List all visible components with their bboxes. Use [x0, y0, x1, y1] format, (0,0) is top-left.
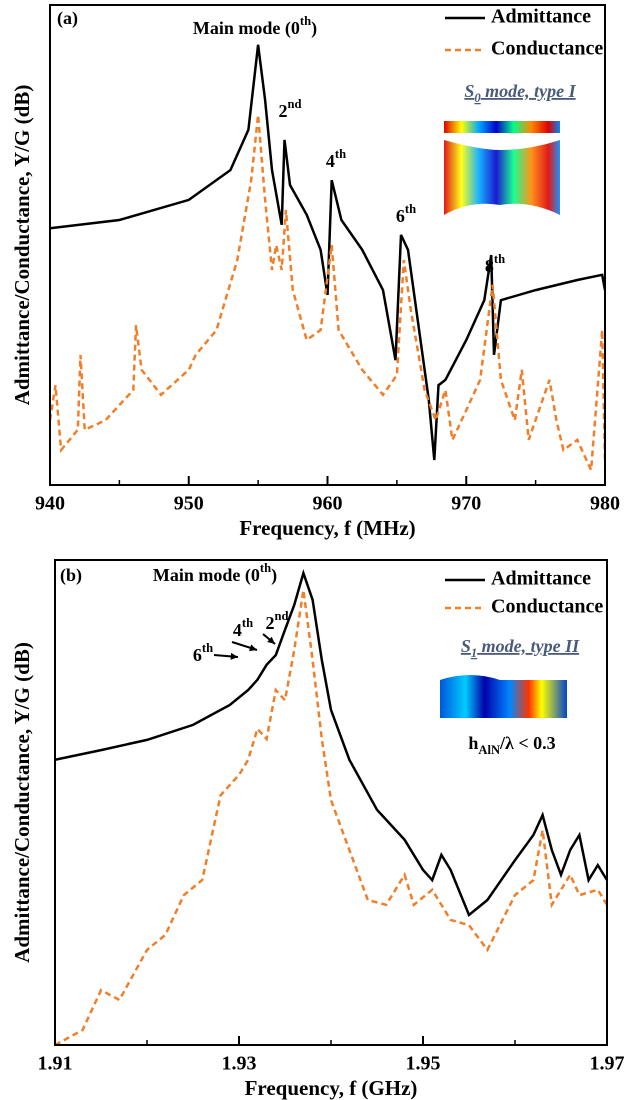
superscript: nd — [287, 97, 301, 111]
annotation: S0 mode, type I — [464, 81, 576, 105]
annotation: 8th — [485, 252, 505, 276]
superscript: th — [202, 641, 213, 655]
superscript: th — [300, 14, 311, 28]
annotation: 2nd — [278, 97, 301, 121]
annotation-text: mode, type II — [477, 636, 580, 656]
superscript: th — [494, 252, 505, 266]
series-line — [55, 589, 607, 1045]
x-tick-label: 1.91 — [38, 1053, 73, 1075]
x-tick-label: 940 — [35, 493, 65, 515]
x-tick-label: 970 — [451, 493, 481, 515]
series-line — [50, 114, 605, 476]
superscript: th — [260, 561, 271, 575]
annotation-text: mode, type I — [481, 81, 577, 101]
x-axis-label: Frequency, f (MHz) — [239, 516, 415, 540]
annotation-text: 6 — [396, 206, 405, 226]
subscript: AlN — [478, 743, 500, 757]
annotation-text: 8 — [485, 256, 494, 276]
x-tick-label: 1.93 — [222, 1053, 257, 1075]
annotation: Main mode (0th) — [193, 14, 317, 39]
x-tick-label: 1.95 — [406, 1053, 441, 1075]
inset-b — [440, 675, 567, 718]
annotation: hAlN/λ < 0.3 — [468, 733, 555, 757]
x-tick-label: 950 — [174, 493, 204, 515]
annotation: 4th — [326, 147, 346, 171]
plot-frame — [49, 4, 606, 486]
inset-a — [444, 121, 560, 215]
annotation: 6th — [193, 641, 213, 665]
legend-label: Conductance — [491, 596, 603, 618]
annotation-text: /λ < 0.3 — [499, 733, 556, 753]
annotation-text: Main mode (0 — [153, 565, 260, 586]
x-tick-label: 980 — [590, 493, 620, 515]
legend-label: Conductance — [491, 38, 603, 60]
annotation: 4th — [233, 616, 253, 640]
annotation: Main mode (0th) — [153, 561, 277, 586]
panel-label: (a) — [57, 8, 78, 29]
panel-label: (b) — [60, 565, 82, 586]
x-tick-label: 1.97 — [590, 1053, 625, 1075]
arrow-head — [267, 636, 275, 644]
series-line — [55, 568, 607, 918]
annotation-text: 2 — [265, 613, 274, 633]
y-axis-label: Admittance/Conductance, Y/G (dB) — [10, 642, 34, 963]
x-axis-label: Frequency, f (GHz) — [245, 1076, 418, 1100]
superscript: th — [335, 147, 346, 161]
annotation-text: 4 — [326, 151, 335, 171]
x-tick-label: 960 — [313, 493, 343, 515]
annotation: S1 mode, type II — [461, 636, 580, 660]
series-line — [50, 44, 605, 461]
legend-label: Admittance — [491, 568, 591, 590]
annotation-text: ) — [271, 565, 277, 586]
subscript: 0 — [474, 91, 481, 105]
annotation-text: S — [464, 81, 474, 101]
arrow-head — [230, 652, 238, 660]
annotation-text: S — [461, 636, 471, 656]
annotation: 2nd — [265, 609, 288, 633]
annotation-text: Main mode (0 — [193, 18, 300, 39]
superscript: th — [405, 202, 416, 216]
annotation-text: h — [468, 733, 478, 753]
annotation-text: 4 — [233, 620, 242, 640]
legend-label: Admittance — [491, 6, 591, 28]
annotation: 6th — [396, 202, 416, 226]
arrow-head — [249, 644, 257, 652]
y-axis-label: Admittance/Conductance, Y/G (dB) — [10, 85, 34, 406]
subscript: 1 — [471, 646, 477, 660]
annotation-text: 2 — [278, 101, 287, 121]
superscript: nd — [274, 609, 288, 623]
superscript: th — [242, 616, 253, 630]
annotation-text: 6 — [193, 645, 202, 665]
annotation-text: ) — [311, 18, 317, 39]
